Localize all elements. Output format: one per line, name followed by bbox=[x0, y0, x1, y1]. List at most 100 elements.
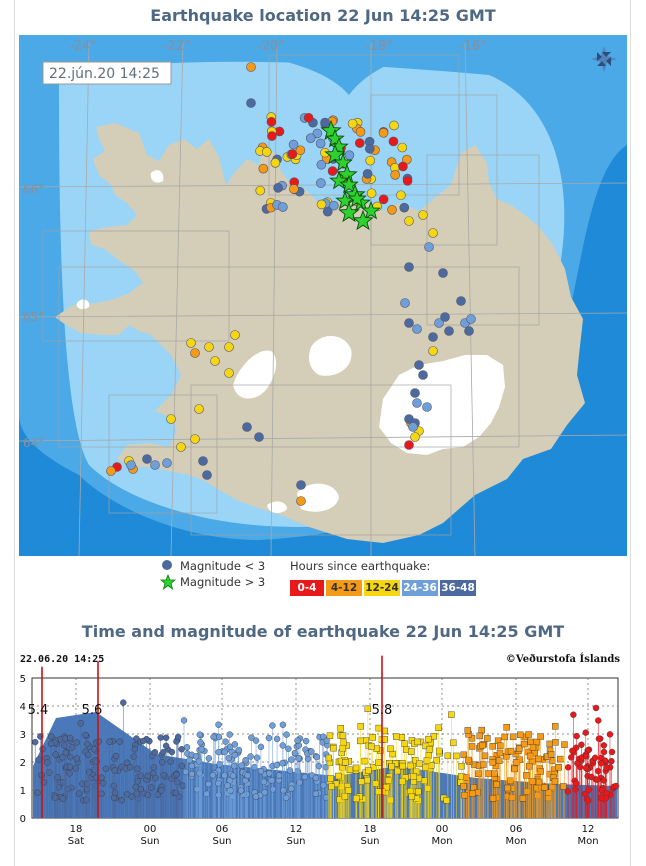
quake-point bbox=[265, 734, 273, 742]
quake-point bbox=[357, 737, 364, 745]
earthquake-marker bbox=[444, 326, 454, 336]
quake-point bbox=[414, 788, 422, 796]
compass-rose-icon[interactable] bbox=[591, 46, 617, 72]
earthquake-marker bbox=[316, 199, 327, 210]
quake-point bbox=[345, 787, 352, 794]
earthquake-marker bbox=[266, 117, 277, 127]
quake-point bbox=[51, 794, 59, 801]
quake-point bbox=[35, 756, 42, 763]
earthquake-map[interactable]: -24° -22° -20° -18° -16° 66° 65° 64° 22.jún.20… bbox=[19, 35, 627, 556]
quake-point bbox=[269, 722, 276, 729]
quake-point bbox=[134, 765, 141, 772]
quake-point bbox=[73, 755, 81, 762]
quake-point bbox=[68, 744, 76, 751]
legend-large: Magnitude > 3 bbox=[180, 575, 266, 589]
major-event-label: 5.4 bbox=[28, 703, 49, 718]
quake-point bbox=[535, 755, 542, 763]
quake-point bbox=[150, 764, 158, 771]
quake-point bbox=[573, 732, 580, 740]
quake-point bbox=[230, 762, 238, 770]
earthquake-marker bbox=[428, 228, 438, 238]
quake-point bbox=[485, 770, 492, 777]
quake-point bbox=[205, 755, 213, 762]
quake-point bbox=[357, 723, 364, 730]
quake-point bbox=[244, 772, 251, 779]
earthquake-marker bbox=[166, 414, 176, 424]
quake-point bbox=[301, 773, 309, 781]
x-tick-hour: 00 bbox=[144, 824, 157, 835]
quake-point bbox=[261, 789, 268, 796]
quake-point bbox=[198, 746, 205, 753]
quake-point bbox=[410, 773, 418, 780]
large-earthquake-star bbox=[320, 119, 342, 141]
quake-point bbox=[507, 747, 515, 755]
quake-point bbox=[134, 778, 142, 785]
quake-point bbox=[375, 788, 382, 795]
quake-point bbox=[595, 717, 602, 724]
quake-point bbox=[133, 735, 140, 742]
large-earthquake-star bbox=[325, 128, 345, 148]
quake-point bbox=[526, 752, 534, 760]
quake-point bbox=[110, 782, 118, 790]
quake-point bbox=[106, 738, 113, 745]
earthquake-marker bbox=[410, 388, 420, 398]
quake-point bbox=[279, 742, 286, 749]
map-timestamp-box: 22.jún.20 14:25 bbox=[42, 61, 172, 85]
quake-point bbox=[73, 739, 81, 746]
quake-point bbox=[346, 766, 354, 774]
quake-point bbox=[412, 757, 419, 764]
quake-point bbox=[235, 746, 242, 754]
earthquake-marker bbox=[398, 161, 408, 172]
earthquake-marker bbox=[456, 296, 466, 306]
earthquake-marker bbox=[150, 460, 160, 470]
plot-axes: 01234518Sat00Sun06Sun12Sun18Sun00Mon06Mo… bbox=[20, 674, 599, 847]
quake-point bbox=[59, 795, 67, 802]
quake-point bbox=[209, 771, 217, 779]
quake-point bbox=[147, 784, 155, 791]
large-magnitude-star-icon bbox=[160, 574, 176, 590]
quake-point bbox=[210, 733, 217, 741]
earthquake-marker bbox=[418, 370, 428, 380]
earthquake-marker bbox=[404, 318, 414, 328]
quake-point bbox=[600, 777, 608, 784]
quake-point bbox=[182, 768, 190, 776]
earthquake-marker bbox=[278, 202, 288, 212]
quake-point bbox=[178, 746, 185, 753]
large-earthquake-star bbox=[329, 136, 349, 156]
quake-point bbox=[237, 787, 245, 794]
quake-point bbox=[279, 721, 287, 728]
earthquake-marker bbox=[258, 163, 269, 174]
earthquake-marker bbox=[261, 147, 272, 157]
earthquake-marker bbox=[322, 206, 333, 217]
large-earthquake-star bbox=[333, 152, 353, 172]
quake-point bbox=[583, 752, 590, 760]
quake-point bbox=[468, 735, 476, 742]
plot-timestamp: 22.06.20 14:25 bbox=[20, 654, 104, 665]
quake-point bbox=[112, 752, 120, 760]
earthquake-marker bbox=[320, 117, 330, 128]
quake-point bbox=[242, 757, 249, 764]
earthquake-marker bbox=[202, 470, 212, 480]
earthquake-marker bbox=[142, 454, 152, 464]
quake-point bbox=[582, 764, 590, 772]
quake-point bbox=[159, 758, 166, 766]
quake-point bbox=[352, 764, 360, 772]
quake-point bbox=[83, 796, 90, 804]
quake-point bbox=[330, 744, 337, 752]
hours-bin-0-4: 0-4 bbox=[290, 580, 324, 596]
quake-point bbox=[238, 762, 245, 769]
x-tick-hour: 00 bbox=[436, 824, 449, 835]
earthquake-marker bbox=[176, 442, 186, 452]
quake-point bbox=[180, 717, 188, 724]
quake-point bbox=[215, 733, 223, 741]
earthquake-marker bbox=[312, 128, 323, 139]
quake-point bbox=[140, 737, 147, 745]
quake-point bbox=[546, 740, 553, 748]
y-tick-label: 1 bbox=[20, 786, 26, 797]
quake-point bbox=[327, 775, 334, 782]
x-tick-hour: 18 bbox=[70, 824, 83, 835]
magnitude-time-plot[interactable]: 22.06.20 14:25 ©Veðurstofa Íslands 01234… bbox=[16, 648, 630, 848]
earthquake-marker bbox=[296, 496, 306, 506]
quake-point bbox=[273, 761, 281, 769]
quake-point bbox=[435, 724, 442, 731]
